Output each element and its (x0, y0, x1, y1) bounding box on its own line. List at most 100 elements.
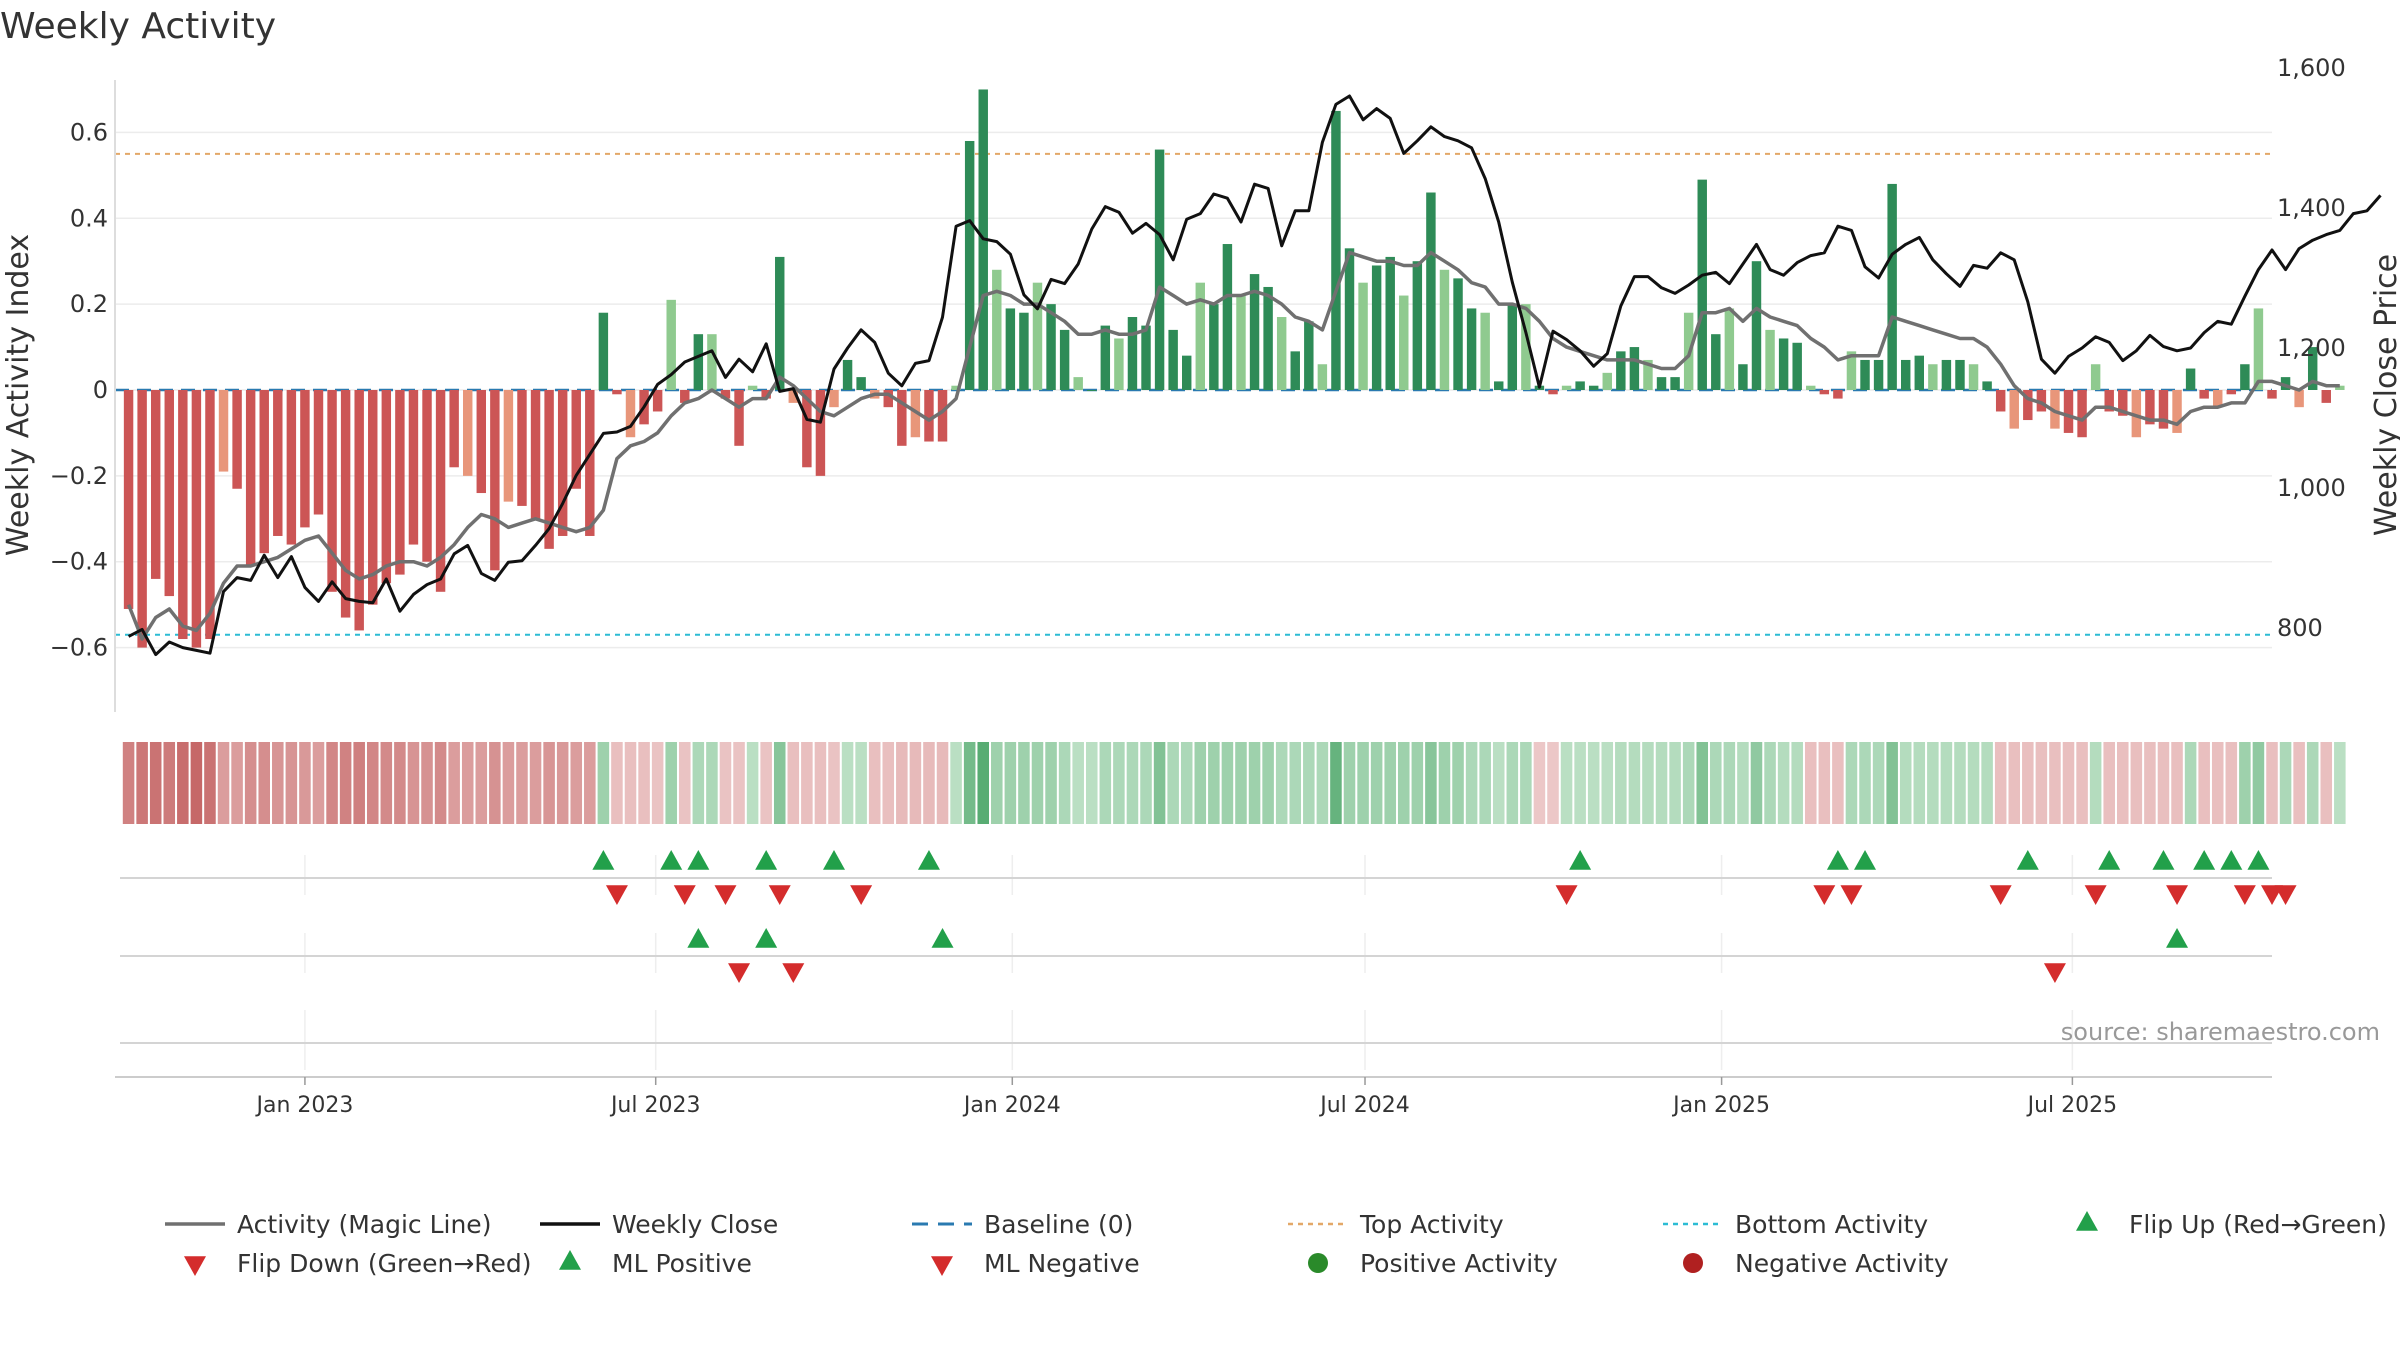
strip-cell (1764, 742, 1776, 824)
strip-cell (1303, 742, 1315, 824)
strip-cell (1289, 742, 1302, 824)
activity-bar (1466, 308, 1477, 390)
strip-cell (516, 742, 528, 824)
activity-bar (368, 390, 378, 605)
strip-cell (2076, 742, 2088, 824)
legend-item: ML Negative (931, 1249, 1140, 1278)
strip-cell (475, 742, 488, 824)
strip-cell (217, 742, 230, 824)
strip-cell (882, 742, 895, 824)
ml-positive-marker (2166, 928, 2189, 948)
y-tick-label: 0.6 (70, 118, 108, 146)
y-tick-label: −0.6 (50, 634, 108, 662)
legend-item: Bottom Activity (1663, 1210, 1928, 1239)
activity-bar (218, 390, 229, 472)
flip-up-marker (1826, 850, 1849, 870)
strip-cell (1275, 742, 1288, 824)
strip-cell (1967, 742, 1980, 824)
legend-swatch (931, 1256, 953, 1276)
ml-markers-panel (120, 928, 2272, 983)
flip-up-marker (2220, 850, 2243, 870)
strip-cell (2211, 742, 2224, 824)
activity-bar (1059, 329, 1070, 390)
y-tick-label: −0.4 (50, 548, 108, 576)
legend-label: Weekly Close (612, 1210, 778, 1239)
activity-bar (775, 256, 785, 390)
strip-cell (299, 742, 311, 824)
activity-bar (1127, 317, 1138, 390)
strip-cell (963, 742, 976, 824)
activity-bar (1887, 183, 1897, 390)
strip-cell (977, 742, 989, 824)
strip-cell (706, 742, 718, 824)
strip-cell (1506, 742, 1519, 824)
flip-down-marker (1555, 885, 1578, 905)
activity-bar (395, 390, 405, 575)
strip-cell (1723, 742, 1736, 824)
strip-cell (896, 742, 908, 824)
activity-bar (530, 390, 541, 519)
strip-cell (828, 742, 840, 824)
activity-bar (1507, 304, 1518, 390)
legend-item: Flip Down (Green→Red) (184, 1249, 532, 1278)
legend-label: ML Positive (612, 1249, 752, 1278)
activity-bar (245, 390, 256, 567)
activity-bar (666, 299, 676, 390)
y2-tick-label: 1,400 (2277, 194, 2346, 222)
legend-swatch (184, 1256, 206, 1276)
strip-cell (380, 742, 393, 824)
strip-cell (1316, 742, 1329, 824)
activity-bar (2118, 390, 2128, 416)
flip-down-marker (768, 885, 791, 905)
activity-bar (2294, 390, 2304, 408)
strip-cell (1777, 742, 1790, 824)
activity-bar (842, 359, 853, 390)
activity-bar (734, 390, 744, 446)
strip-cell (258, 742, 270, 824)
strip-cell (2130, 742, 2143, 824)
activity-bar (571, 390, 581, 489)
strip-cell (760, 742, 772, 824)
legend-label: Bottom Activity (1735, 1210, 1928, 1239)
activity-bar (544, 390, 554, 549)
strip-cell (611, 742, 623, 824)
flip-down-marker (1840, 885, 1863, 905)
strip-cell (624, 742, 637, 824)
legend-item: Negative Activity (1683, 1249, 1949, 1278)
y2-tick-label: 1,000 (2277, 474, 2346, 502)
flip-down-marker (2084, 885, 2107, 905)
activity-bar (585, 390, 595, 536)
strip-cell (1113, 742, 1125, 824)
legend-swatch (2076, 1211, 2098, 1231)
activity-bar (1616, 351, 1626, 390)
strip-cell (2225, 742, 2238, 824)
activity-bar (951, 385, 961, 390)
activity-bar (490, 390, 500, 571)
activity-bar (1656, 377, 1667, 390)
strip-cell (1954, 742, 1966, 824)
activity-bar (2063, 390, 2074, 433)
strip-cell (1370, 742, 1383, 824)
strip-cell (2089, 742, 2102, 824)
activity-bar (992, 269, 1002, 390)
strip-cell (1615, 742, 1627, 824)
activity-bar (1575, 381, 1585, 390)
strip-cell (570, 742, 583, 824)
strip-cell (2157, 742, 2170, 824)
activity-bar (1494, 381, 1504, 390)
activity-bar (1873, 359, 1884, 390)
flip-up-marker (823, 850, 845, 870)
strip-cell (1058, 742, 1071, 824)
strip-cell (339, 742, 352, 824)
strip-cell (163, 742, 176, 824)
strip-cell (651, 742, 664, 824)
strip-cell (421, 742, 433, 824)
strip-cell (1018, 742, 1030, 824)
strip-cell (2117, 742, 2129, 824)
activity-bar (422, 390, 432, 562)
activity-bar (1046, 304, 1056, 390)
strip-cell (2184, 742, 2197, 824)
activity-bar (937, 390, 948, 442)
strip-cell (773, 742, 786, 824)
activity-bar (1738, 364, 1748, 390)
